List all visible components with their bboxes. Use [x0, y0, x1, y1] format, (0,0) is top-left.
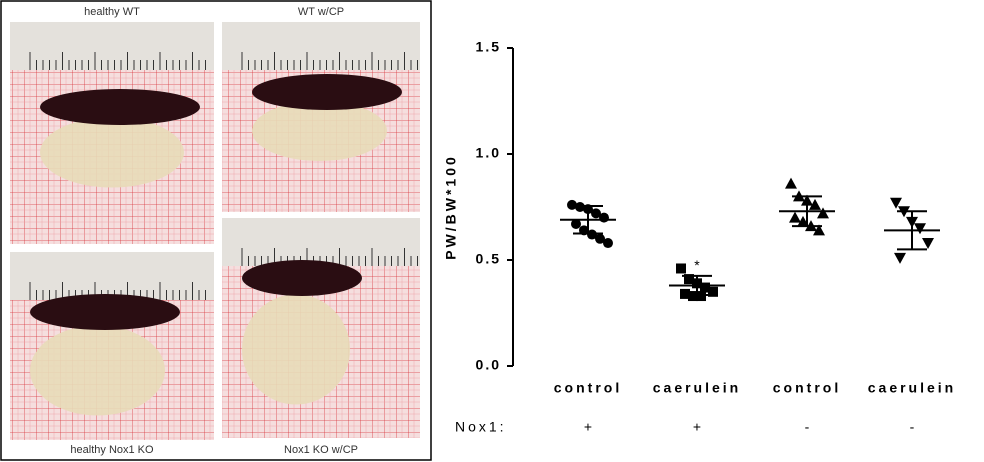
- data-point: [789, 212, 801, 223]
- data-point: [599, 213, 609, 223]
- photo-label: healthy WT: [84, 6, 140, 18]
- figure: healthy WT WT w/CP healthy Nox1 KO Nox1 KO …: [0, 0, 984, 462]
- spleen: [30, 294, 180, 330]
- x-tick-label: caerulein: [868, 380, 956, 396]
- x-tick-label: control: [554, 380, 622, 396]
- chart: 0.0 0.5 1.0 1.5 PW/BW*100 control + caerulein + c…: [443, 39, 957, 435]
- ruler: [222, 218, 420, 266]
- significance-mark: *: [694, 257, 700, 273]
- y-tick-label: 1.0: [476, 145, 501, 161]
- tissue: [242, 295, 350, 405]
- x-tick-label: caerulein: [653, 380, 741, 396]
- data-point: [894, 253, 906, 264]
- ruler: [222, 22, 420, 70]
- tissue: [252, 101, 387, 161]
- ruler: [10, 252, 214, 300]
- ruler: [10, 22, 214, 70]
- y-tick-label: 1.5: [476, 39, 501, 55]
- row-value: +: [584, 419, 592, 435]
- row-value: +: [693, 419, 701, 435]
- y-axis-label: PW/BW*100: [443, 154, 459, 260]
- row-value: -: [805, 419, 810, 435]
- photo-label: WT w/CP: [298, 6, 344, 18]
- photo-label: healthy Nox1 KO: [70, 444, 154, 456]
- data-point: [676, 263, 686, 273]
- row-label: Nox1:: [455, 419, 507, 435]
- x-tick-label: control: [773, 380, 841, 396]
- photo-label: Nox1 KO w/CP: [284, 444, 358, 456]
- spleen: [40, 89, 200, 125]
- tissue: [40, 118, 184, 188]
- spleen: [242, 260, 362, 296]
- y-tick-label: 0.0: [476, 357, 501, 373]
- y-tick-label: 0.5: [476, 251, 501, 267]
- data-point: [914, 223, 926, 234]
- spleen: [252, 74, 402, 110]
- row-value: -: [910, 419, 915, 435]
- data-point: [922, 238, 934, 249]
- data-point: [785, 178, 797, 189]
- data-point: [603, 238, 613, 248]
- tissue: [30, 326, 165, 416]
